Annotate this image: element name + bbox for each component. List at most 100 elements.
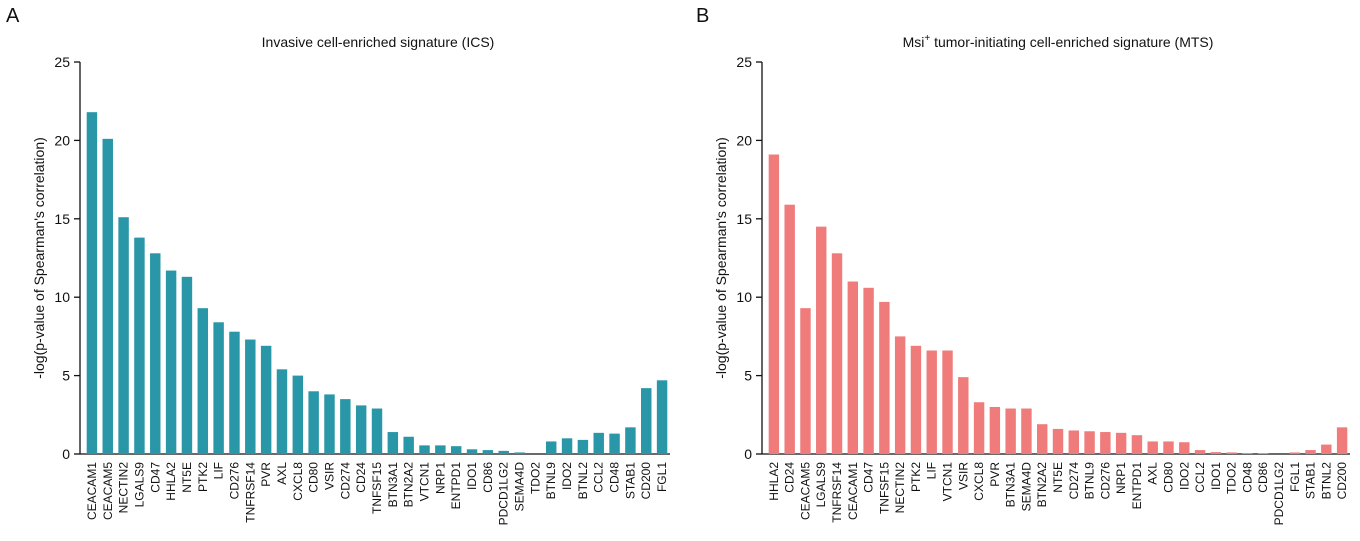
chart-a-bar — [593, 432, 604, 454]
chart-b-bar — [1037, 424, 1048, 454]
chart-b-category-label: VSIR — [956, 462, 970, 490]
chart-b-category-label: SEMA4D — [1019, 462, 1033, 512]
chart-a-bar — [498, 450, 509, 454]
chart-a-bar — [466, 449, 478, 454]
chart-a-bar — [656, 380, 668, 454]
chart-b-bar — [1242, 453, 1253, 454]
panel-letter-a: A — [6, 5, 20, 27]
chart-a-bar — [561, 438, 573, 454]
chart-b-category-label: NRP1 — [1114, 462, 1128, 494]
chart-b-category-label: TDO2 — [1225, 462, 1239, 494]
chart-b-category-label: BTNL2 — [1319, 462, 1333, 500]
chart-a-category-label: BTNL2 — [576, 462, 590, 500]
chart-a-bar — [102, 138, 113, 454]
chart-b-category-label: ENTPD1 — [1130, 462, 1144, 510]
chart-b-bar — [894, 336, 906, 454]
chart-a-category-label: CD200 — [639, 462, 653, 500]
chart-b-category-label: CD274 — [1067, 462, 1081, 500]
chart-a-category-label: VSIR — [322, 462, 336, 490]
chart-a-bar — [450, 446, 462, 454]
chart-b-category-label: PDCD1LG2 — [1272, 462, 1286, 526]
chart-a-category-label: CEACAM5 — [101, 462, 115, 520]
chart-b-category-label: CD47 — [862, 462, 876, 493]
chart-a-bar — [435, 445, 446, 454]
chart-a-category-label: CXCL8 — [291, 462, 305, 501]
chart-a-bar — [419, 445, 430, 454]
chart-b-category-label: TNFRSF14 — [830, 462, 844, 523]
chart-b-bar — [1179, 442, 1190, 454]
chart-a-category-label: LIF — [212, 462, 226, 479]
panel-b: B Msi+ tumor-initiating cell-enriched si… — [696, 5, 1350, 525]
chart-a-bar — [609, 433, 620, 454]
y-axis-title-a: -log(p-value of Spearman's correlation) — [31, 137, 47, 379]
chart-a-y-tick-label: 15 — [54, 211, 70, 227]
chart-a-category-label: CD47 — [148, 462, 162, 493]
chart-b-bar — [1305, 450, 1316, 454]
chart-a-category-label: CD48 — [608, 462, 622, 493]
chart-a-y-tick-label: 20 — [54, 132, 70, 148]
chart-a-bar — [403, 436, 414, 454]
chart-b-y-tick-label: 15 — [736, 211, 752, 227]
chart-title-b-rest: tumor-initiating cell-enriched signature… — [930, 34, 1213, 50]
chart-b-category-label: BTNL9 — [1083, 462, 1097, 500]
chart-b-category-label: IDO2 — [1177, 462, 1191, 490]
chart-title-b-main: Msi — [903, 34, 925, 50]
chart-a-category-label: AXL — [275, 462, 289, 485]
chart-a-bar — [276, 369, 288, 454]
chart-a-bar — [482, 450, 494, 454]
chart-b-category-label: CD86 — [1256, 462, 1270, 493]
chart-a-bar — [229, 331, 240, 454]
chart-b-category-label: CXCL8 — [972, 462, 986, 501]
chart-a-bar — [181, 276, 193, 454]
chart-a-bar — [514, 452, 525, 454]
chart-b-category-label: PVR — [988, 462, 1002, 487]
chart-b-bar — [973, 402, 985, 454]
chart-a-bar — [324, 394, 335, 454]
chart-b-category-label: IDO1 — [1209, 462, 1223, 490]
chart-b-bar — [1321, 444, 1332, 454]
chart-b-bar — [989, 406, 1001, 454]
chart-a-category-label: TNFSF15 — [370, 462, 384, 514]
chart-b-bar — [1052, 428, 1064, 454]
chart-b-bar — [768, 154, 780, 454]
chart-b-bar — [847, 281, 859, 454]
chart-a-category-label: BTN3A1 — [386, 462, 400, 508]
chart-b-category-label: NT5E — [1051, 462, 1065, 493]
chart-a-category-label: TDO2 — [528, 462, 542, 494]
chart-a-category-label: PVR — [259, 462, 273, 487]
chart-b-category-label: CD48 — [1240, 462, 1254, 493]
chart-b-bar — [1147, 441, 1158, 454]
chart-a-category-label: BTNL9 — [544, 462, 558, 500]
chart-a-category-label: NECTIN2 — [117, 462, 131, 514]
chart-b-category-label: NECTIN2 — [893, 462, 907, 514]
chart-b-bar — [1210, 452, 1222, 454]
chart-a-category-label: CEACAM1 — [85, 462, 99, 520]
chart-a-y-tick-label: 0 — [62, 446, 70, 462]
chart-b-category-label: FGL1 — [1288, 462, 1302, 492]
chart-a-bar — [150, 253, 161, 454]
chart-a-bar — [355, 405, 367, 454]
chart-a-category-label: IDO2 — [560, 462, 574, 490]
chart-b-category-label: BTN2A2 — [1035, 462, 1049, 508]
chart-b-y-tick-label: 0 — [744, 446, 752, 462]
chart-a-category-label: CD274 — [338, 462, 352, 500]
chart-b-bar — [1005, 408, 1016, 454]
chart-b-category-label: TNFSF15 — [877, 462, 891, 514]
chart-b-category-label: AXL — [1146, 462, 1160, 485]
chart-a-bar — [641, 388, 652, 454]
chart-b-y-tick-label: 20 — [736, 132, 752, 148]
chart-b-bar — [879, 301, 890, 454]
chart-a-bar — [371, 408, 383, 454]
chart-b-category-label: CD80 — [1161, 462, 1175, 493]
chart-a-category-label: VTCN1 — [418, 462, 432, 502]
chart-a-category-label: CCL2 — [592, 462, 606, 493]
chart-a-category-label: PDCD1LG2 — [497, 462, 511, 526]
chart-a-category-label: SEMA4D — [513, 462, 527, 512]
chart-a-bar — [308, 391, 319, 454]
chart-a-bar — [292, 375, 304, 454]
chart-b-bar — [958, 377, 969, 454]
panel-letter-b: B — [696, 5, 709, 27]
chart-a-bar — [245, 339, 256, 454]
chart-b-bar — [1226, 452, 1237, 454]
